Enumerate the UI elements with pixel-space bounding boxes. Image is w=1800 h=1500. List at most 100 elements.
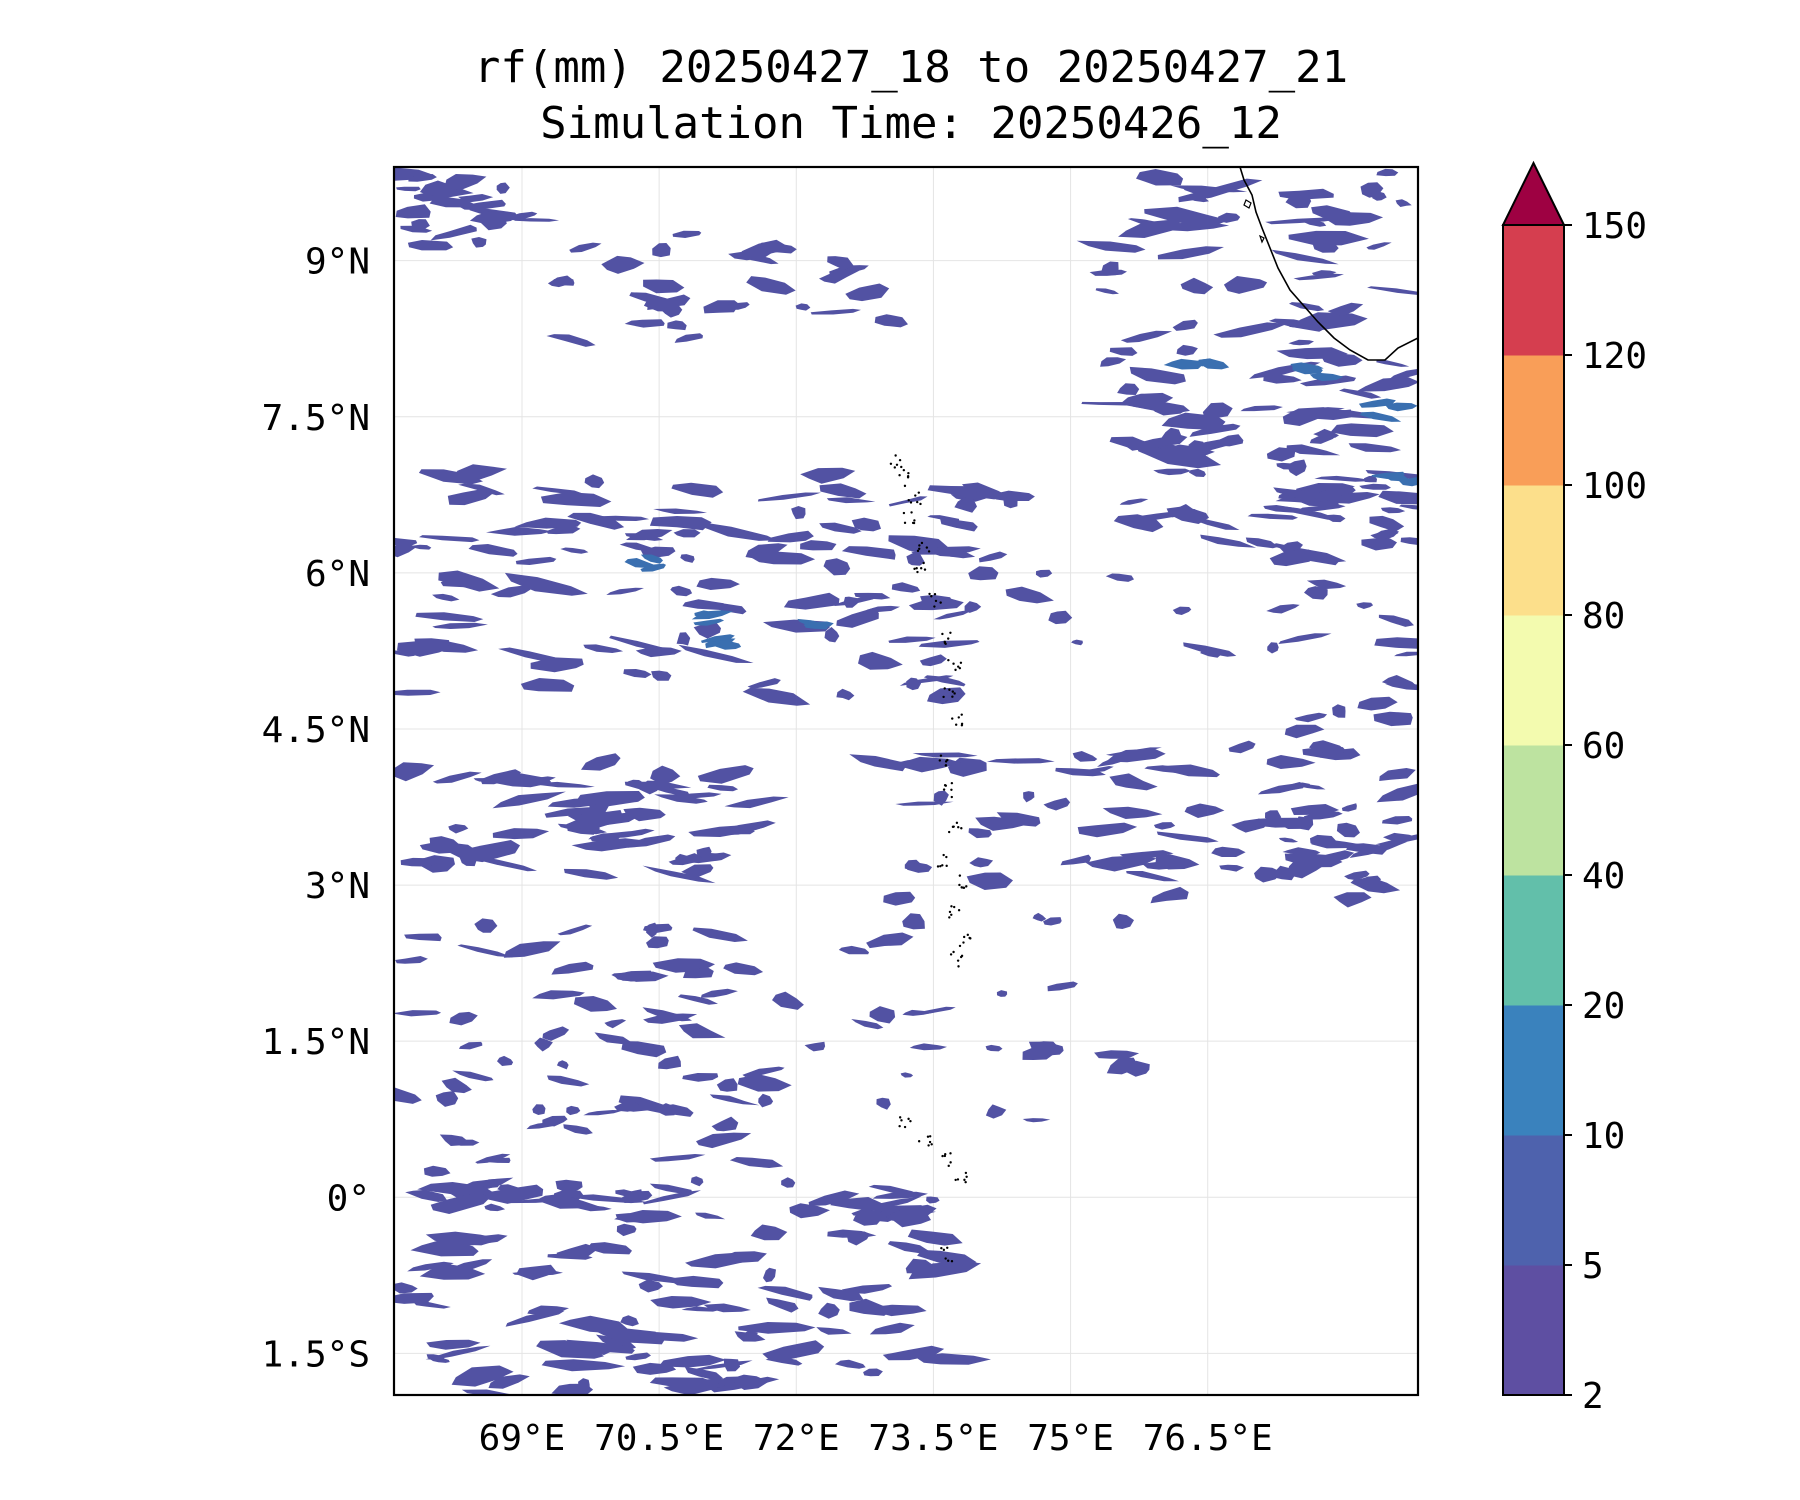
island-dot xyxy=(917,1140,921,1143)
island-dot xyxy=(949,631,952,634)
rain-cell xyxy=(457,944,514,958)
rain-cell xyxy=(783,592,840,610)
colorbar-extend-arrow xyxy=(1501,160,1566,226)
rain-cell xyxy=(917,1249,977,1265)
rain-cell xyxy=(395,204,431,219)
island-dot xyxy=(947,658,950,662)
rain-cell xyxy=(571,838,646,852)
rain-cell xyxy=(394,1087,422,1104)
rain-cell xyxy=(682,599,724,611)
rain-cell xyxy=(1109,773,1158,791)
rain-cell xyxy=(1157,246,1224,260)
rain-cell xyxy=(668,853,701,866)
rain-cell xyxy=(1285,195,1312,209)
rain-cell xyxy=(1032,912,1047,922)
rain-cell xyxy=(723,1358,741,1372)
rain-cell xyxy=(425,1231,503,1246)
rain-cell xyxy=(432,771,482,784)
rain-cell xyxy=(1385,683,1418,691)
rain-cell xyxy=(1176,344,1198,356)
rain-cell xyxy=(827,256,854,270)
rain-cell xyxy=(452,493,487,501)
rain-cell xyxy=(638,1279,663,1293)
rain-cell xyxy=(650,765,681,785)
rain-cell xyxy=(912,752,978,758)
island-dot xyxy=(947,1164,950,1168)
rain-cell xyxy=(469,211,514,225)
rain-cell xyxy=(1163,358,1202,370)
rain-cell xyxy=(1183,642,1237,657)
island-dot xyxy=(916,570,919,574)
rain-cell xyxy=(733,1374,769,1390)
rain-cell xyxy=(1213,322,1288,338)
rain-cell xyxy=(1119,498,1149,505)
rain-cell xyxy=(444,174,487,191)
rain-cell xyxy=(985,1044,1003,1052)
rain-cell xyxy=(1294,712,1328,723)
colorbar-tick-label: 60 xyxy=(1582,726,1625,767)
rain-cell xyxy=(1125,434,1188,451)
rain-cell xyxy=(670,585,693,597)
rain-cell xyxy=(996,812,1041,827)
rain-cell xyxy=(408,174,437,182)
rain-cell xyxy=(858,651,903,670)
rain-cell xyxy=(394,689,441,696)
rain-cell xyxy=(496,182,510,194)
rain-cell xyxy=(700,523,777,541)
rain-cell xyxy=(642,1190,701,1205)
rain-cell xyxy=(540,492,612,507)
island-dot xyxy=(926,1135,930,1138)
island-dot xyxy=(958,944,962,948)
rain-cell xyxy=(621,1041,667,1058)
colorbar-tick-label: 40 xyxy=(1582,856,1625,897)
rain-cell xyxy=(1200,534,1257,548)
island-dot xyxy=(946,1259,950,1262)
rain-cell xyxy=(1035,569,1053,578)
island-dot xyxy=(957,665,960,668)
rain-cell xyxy=(404,933,442,942)
rain-cell xyxy=(1278,837,1299,843)
rain-cell xyxy=(667,320,687,331)
rain-cell xyxy=(1395,199,1412,207)
lon-tick-label: 76.5°E xyxy=(1143,1418,1273,1459)
island-dot xyxy=(941,864,944,867)
rain-cell xyxy=(1292,362,1323,375)
rain-cell xyxy=(692,927,748,942)
rain-cell xyxy=(430,224,477,241)
island-dot xyxy=(954,723,958,726)
rain-cell xyxy=(737,1074,792,1092)
rain-cell xyxy=(541,1359,626,1372)
rain-cell xyxy=(676,632,691,646)
rain-cell xyxy=(835,1359,866,1369)
island-dot xyxy=(916,500,919,504)
rain-cell xyxy=(560,547,589,554)
rain-cell xyxy=(1102,806,1163,819)
island-dot xyxy=(941,1154,944,1158)
rain-cell xyxy=(1339,388,1382,399)
rain-cell xyxy=(1288,339,1314,346)
rain-cell xyxy=(1077,822,1138,838)
rain-cell xyxy=(677,994,718,1005)
island-dot xyxy=(960,827,963,830)
rain-cell xyxy=(836,688,855,701)
rain-cell xyxy=(818,1302,840,1319)
island-dot xyxy=(906,474,910,478)
rain-cell xyxy=(843,596,858,608)
rain-cell xyxy=(623,807,666,822)
rain-cell xyxy=(606,587,644,595)
island-dot xyxy=(950,795,953,799)
coastline xyxy=(1239,167,1418,361)
rain-cell xyxy=(1366,242,1392,250)
island-dot xyxy=(966,933,969,937)
lat-tick-label: 1.5°N xyxy=(262,1022,370,1063)
island-dot xyxy=(918,544,921,547)
rain-cell xyxy=(435,1091,459,1107)
rain-cell xyxy=(658,1354,727,1368)
rain-cell xyxy=(1122,509,1198,522)
rain-cell xyxy=(1306,579,1347,590)
rain-cell xyxy=(514,517,582,529)
island-dot xyxy=(943,783,947,787)
rain-cell xyxy=(546,526,581,535)
island-dot xyxy=(920,541,924,545)
rain-cell xyxy=(885,1204,937,1222)
